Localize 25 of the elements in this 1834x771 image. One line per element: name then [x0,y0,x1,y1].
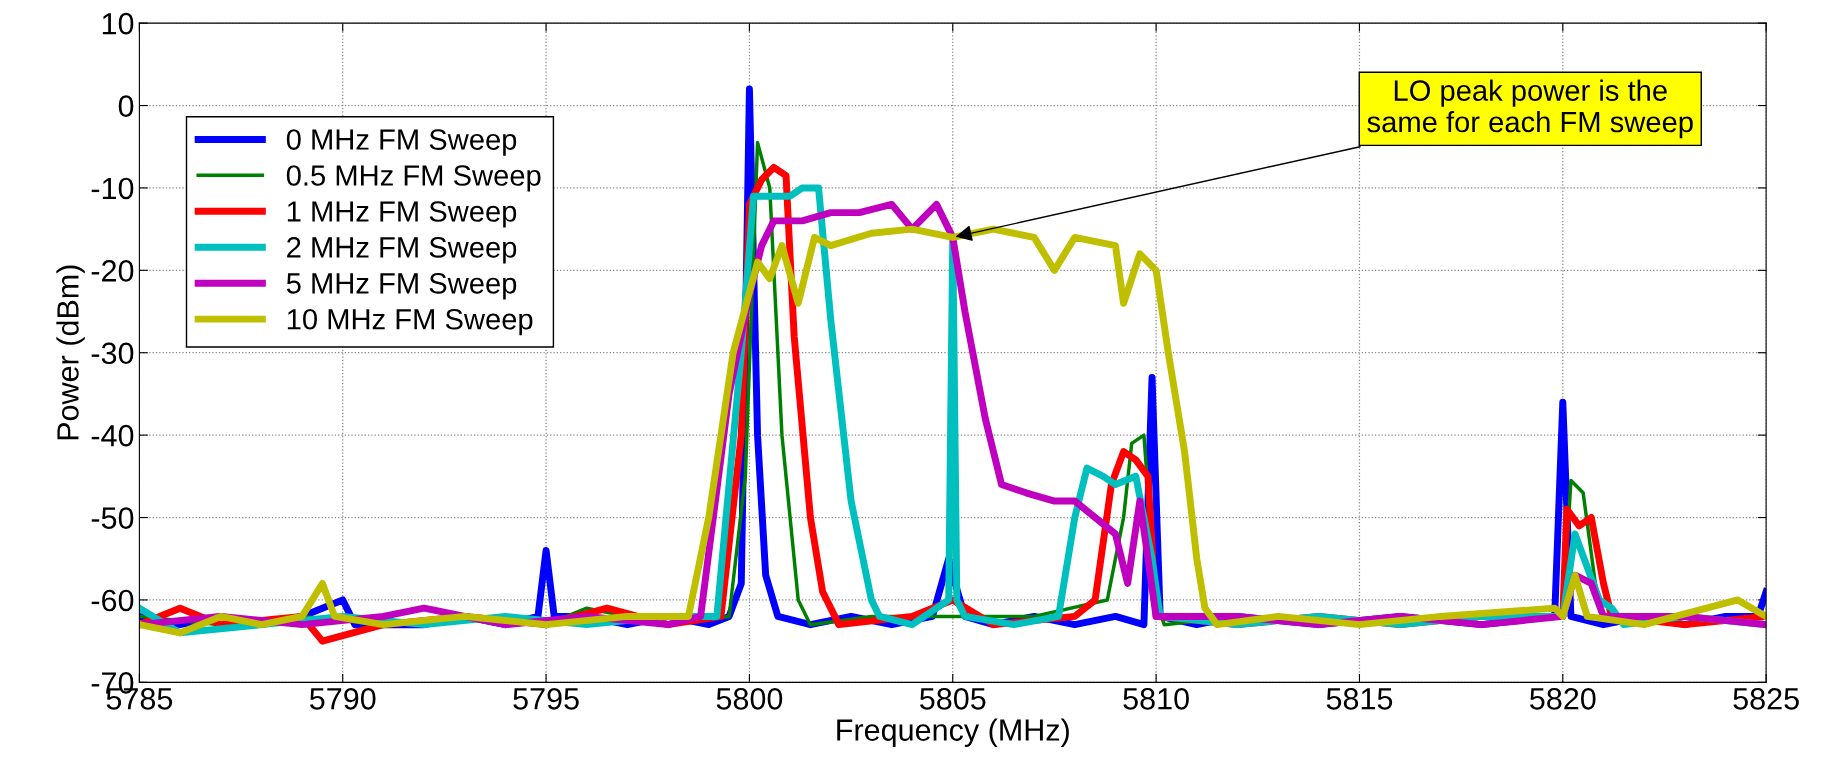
y-tick-label: -50 [91,507,134,529]
legend-label: 10 MHz FM Sweep [287,308,533,336]
y-tick-label: -60 [91,589,134,612]
y-tick-label: 10 [102,12,134,35]
legend-label: 0.5 MHz FM Sweep [286,165,541,192]
y-tick-label: 0 [118,95,134,117]
x-axis-title: Frequency (MHz) [837,718,1069,747]
y-tick-label: -20 [91,260,134,282]
legend-label: 0 MHz FM Sweep [286,129,517,156]
x-tick-label: 5825 [1733,688,1799,710]
x-tick-label: 5800 [716,688,783,710]
legend-label: 1 MHz FM Sweep [287,201,517,228]
x-tick-label: 5815 [1326,688,1393,710]
legend-label: 5 MHz FM Sweep [286,273,517,300]
y-tick-label: -30 [91,342,134,365]
x-tick-label: 5790 [309,688,376,710]
annotation: LO peak power is the same for each FM sweep [1367,79,1693,139]
y-axis-title: Power (dBm) [56,265,85,440]
x-tick-label: 5810 [1123,688,1189,710]
x-tick-label: 5805 [920,688,986,710]
x-tick-label: 5795 [513,688,579,710]
legend-label: 2 MHz FM Sweep [287,237,517,264]
y-tick-label: -40 [91,424,134,447]
y-tick-label: -10 [91,177,134,200]
x-tick-label: 5820 [1530,688,1596,710]
